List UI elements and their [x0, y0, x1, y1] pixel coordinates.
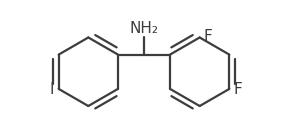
Text: NH₂: NH₂: [130, 21, 158, 36]
Text: I: I: [49, 82, 54, 98]
Text: F: F: [234, 82, 242, 98]
Text: F: F: [204, 29, 213, 44]
